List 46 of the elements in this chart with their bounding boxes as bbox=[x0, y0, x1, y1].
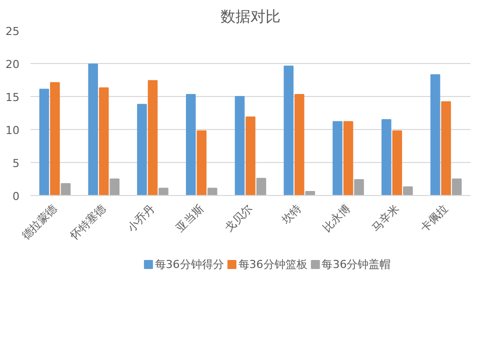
bar bbox=[392, 130, 402, 196]
legend-label: 每36分钟盖帽 bbox=[322, 258, 391, 271]
bar bbox=[39, 88, 50, 196]
y-tick-label: 15 bbox=[6, 91, 20, 104]
bar bbox=[158, 188, 168, 196]
bar bbox=[50, 82, 60, 196]
x-tick-label: 马辛米 bbox=[369, 202, 402, 234]
bar bbox=[234, 96, 245, 196]
bar bbox=[452, 178, 462, 196]
y-tick-label: 10 bbox=[6, 124, 20, 137]
x-tick-label: 小乔丹 bbox=[124, 202, 158, 234]
x-tick-label: 德拉蒙德 bbox=[19, 202, 60, 242]
bar bbox=[382, 119, 392, 196]
bar bbox=[88, 64, 98, 196]
bar bbox=[332, 121, 342, 196]
bar bbox=[343, 121, 354, 196]
bar bbox=[403, 186, 413, 196]
x-tick-label: 怀特塞德 bbox=[67, 202, 108, 243]
bar bbox=[207, 188, 218, 196]
bar bbox=[137, 104, 147, 196]
bar bbox=[294, 94, 304, 196]
bar bbox=[354, 179, 364, 196]
legend-label: 每36分钟得分 bbox=[154, 258, 224, 271]
x-tick-label: 比永博 bbox=[320, 202, 353, 234]
y-tick-label: 0 bbox=[12, 190, 20, 203]
bar bbox=[256, 178, 266, 196]
bar bbox=[430, 74, 440, 196]
y-tick-label: 25 bbox=[6, 25, 20, 38]
x-tick-label: 亚当斯 bbox=[174, 202, 206, 234]
bar bbox=[246, 116, 256, 196]
bar bbox=[196, 130, 207, 196]
bar bbox=[148, 80, 158, 196]
chart-title: 数据对比 bbox=[220, 8, 280, 26]
y-tick-label: 5 bbox=[12, 157, 20, 170]
legend-label: 每36分钟篮板 bbox=[238, 258, 308, 271]
y-tick-label: 20 bbox=[6, 58, 20, 71]
bar bbox=[284, 66, 294, 196]
x-tick-label: 坎特 bbox=[278, 202, 304, 228]
bar bbox=[110, 178, 120, 196]
bar bbox=[60, 183, 71, 196]
x-tick-label: 戈贝尔 bbox=[222, 202, 256, 234]
bar bbox=[441, 101, 451, 196]
x-tick-label: 卡佩拉 bbox=[418, 202, 451, 234]
bar bbox=[305, 191, 316, 196]
bar bbox=[98, 87, 109, 196]
bar bbox=[186, 94, 196, 196]
